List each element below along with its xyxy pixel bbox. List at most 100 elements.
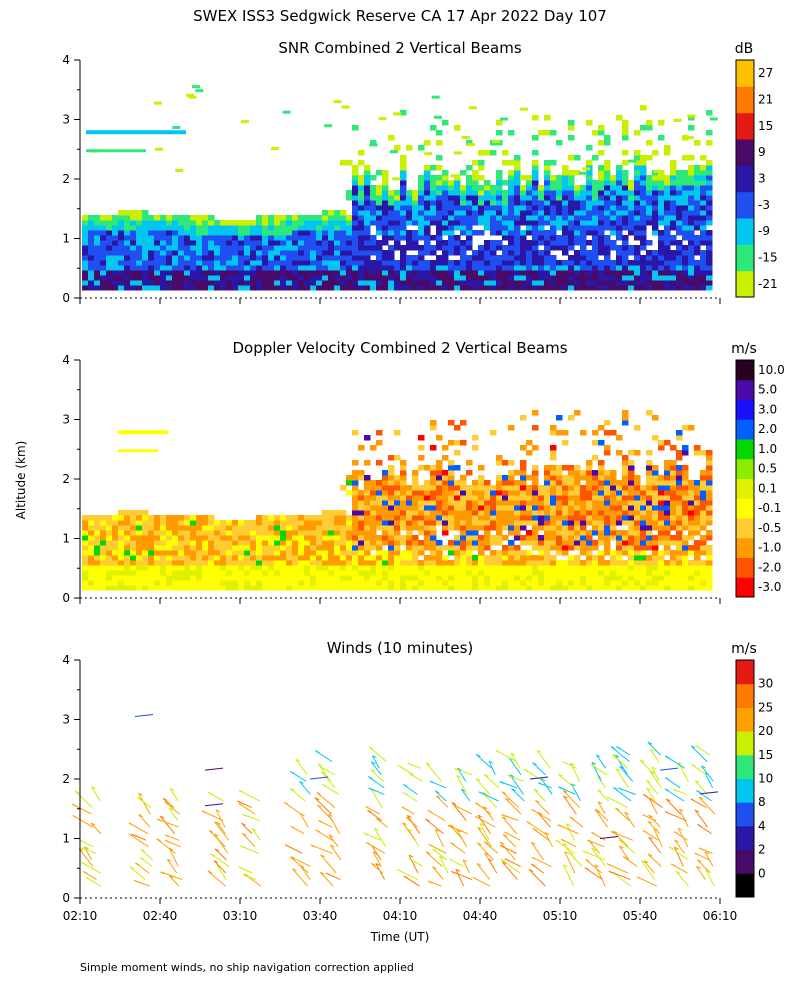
heatmap-1-cell: [616, 225, 623, 231]
heatmap-2-cell: [586, 495, 593, 501]
heatmap-1-cell: [460, 265, 467, 271]
heatmap-1-cell: [346, 235, 353, 241]
wind-barb-flag: [675, 870, 681, 874]
heatmap-2-cell: [526, 530, 533, 536]
wind-barb-flag: [610, 831, 615, 834]
heatmap-2-cell: [94, 575, 101, 581]
heatmap-2-cell: [184, 565, 191, 571]
heatmap-2-cell: [616, 485, 623, 491]
wind-barb-shaft: [314, 797, 332, 815]
wind-barb-shaft: [563, 795, 577, 815]
heatmap-2-cell: [418, 530, 425, 536]
heatmap-2-cell: [238, 560, 245, 566]
heatmap-2-cell: [322, 575, 329, 581]
heatmap-1-cell: [568, 215, 575, 221]
wind-barb-flag: [664, 777, 670, 781]
heatmap-1-cell: [568, 280, 575, 286]
heatmap-2-cell: [274, 565, 281, 571]
heatmap-1-cell: [544, 200, 551, 206]
wind-barb-shaft: [504, 797, 522, 815]
heatmap-2-cell: [430, 470, 437, 476]
wind-barb-flag: [81, 847, 86, 850]
heatmap-1-cell: [556, 275, 563, 281]
heatmap-2-cell: [88, 560, 95, 566]
heatmap-1-cell: [472, 185, 479, 191]
heatmap-2-cell: [604, 545, 611, 551]
heatmap-1-cell: [166, 240, 173, 246]
heatmap-2-cell: [208, 545, 215, 551]
heatmap-2-cell: [358, 570, 365, 576]
wind-barb-flag: [590, 763, 595, 767]
heatmap-1-cell: [700, 185, 707, 191]
heatmap-2-cell: [430, 500, 437, 506]
heatmap-2-cell: [184, 525, 191, 531]
heatmap-2-cell: [586, 535, 593, 541]
heatmap-2-cell: [478, 535, 485, 541]
heatmap-1-cell: [538, 195, 545, 201]
heatmap-1-cell: [634, 220, 641, 226]
heatmap-2-cell: [598, 570, 605, 576]
heatmap-2-cell: [112, 585, 119, 591]
heatmap-1-cell: [622, 125, 629, 131]
heatmap-2-cell: [466, 570, 473, 576]
heatmap-1-cell: [682, 135, 689, 141]
heatmap-2-cell: [622, 500, 629, 506]
heatmap-2-cell: [322, 585, 329, 591]
wind-barb-shaft: [529, 776, 549, 780]
heatmap-1-cell: [688, 115, 695, 121]
heatmap-1-cell: [628, 275, 635, 281]
heatmap-1-cell: [544, 280, 551, 286]
wind-barb-flag: [242, 873, 248, 877]
heatmap-1-cell: [682, 275, 689, 281]
heatmap-2-cell: [142, 530, 149, 536]
wind-barb-flag: [606, 863, 612, 867]
wind-barb-flag: [499, 844, 505, 848]
heatmap-1-cell: [430, 205, 437, 211]
snr-fragment: [192, 85, 201, 89]
heatmap-1-cell: [310, 275, 317, 281]
heatmap-1-cell: [514, 255, 521, 261]
heatmap-2-cell: [448, 520, 455, 526]
snr-fragment: [175, 168, 184, 172]
heatmap-1-cell: [598, 285, 605, 291]
heatmap-2-cell: [376, 510, 383, 516]
heatmap-2-cell: [532, 510, 539, 516]
heatmap-1-cell: [682, 180, 689, 186]
heatmap-2-cell: [640, 485, 647, 491]
heatmap-1-cell: [418, 180, 425, 186]
heatmap-2-cell: [550, 445, 557, 451]
wind-barb-flag: [450, 842, 455, 846]
heatmap-2-cell: [82, 555, 89, 561]
heatmap-1-cell: [460, 280, 467, 286]
heatmap-2-cell: [658, 490, 665, 496]
wind-barb-shaft: [425, 818, 444, 835]
colorbar-2-label: 5.0: [758, 383, 777, 397]
heatmap-1-cell: [598, 195, 605, 201]
heatmap-2-cell: [562, 565, 569, 571]
heatmap-1-cell: [106, 250, 113, 256]
heatmap-1-cell: [112, 260, 119, 266]
heatmap-2-cell: [262, 530, 269, 536]
heatmap-2-cell: [622, 490, 629, 496]
heatmap-2-cell: [382, 515, 389, 521]
heatmap-1-cell: [304, 220, 311, 226]
heatmap-1-cell: [262, 280, 269, 286]
heatmap-1-cell: [82, 275, 89, 281]
heatmap-1-cell: [412, 240, 419, 246]
heatmap-1-cell: [670, 280, 677, 286]
heatmap-2-cell: [412, 500, 419, 506]
heatmap-2-cell: [172, 540, 179, 546]
heatmap-2-cell: [106, 545, 113, 551]
heatmap-2-cell: [328, 550, 335, 556]
heatmap-2-cell: [190, 555, 197, 561]
heatmap-1-cell: [400, 110, 407, 116]
wind-barb-flag: [558, 786, 563, 790]
heatmap-2-cell: [544, 490, 551, 496]
heatmap-1-cell: [142, 225, 149, 231]
heatmap-1-cell: [556, 240, 563, 246]
heatmap-2-cell: [676, 485, 683, 491]
heatmap-1-cell: [364, 275, 371, 281]
heatmap-2-cell: [400, 540, 407, 546]
heatmap-1-cell: [430, 275, 437, 281]
heatmap-2-cell: [430, 485, 437, 491]
